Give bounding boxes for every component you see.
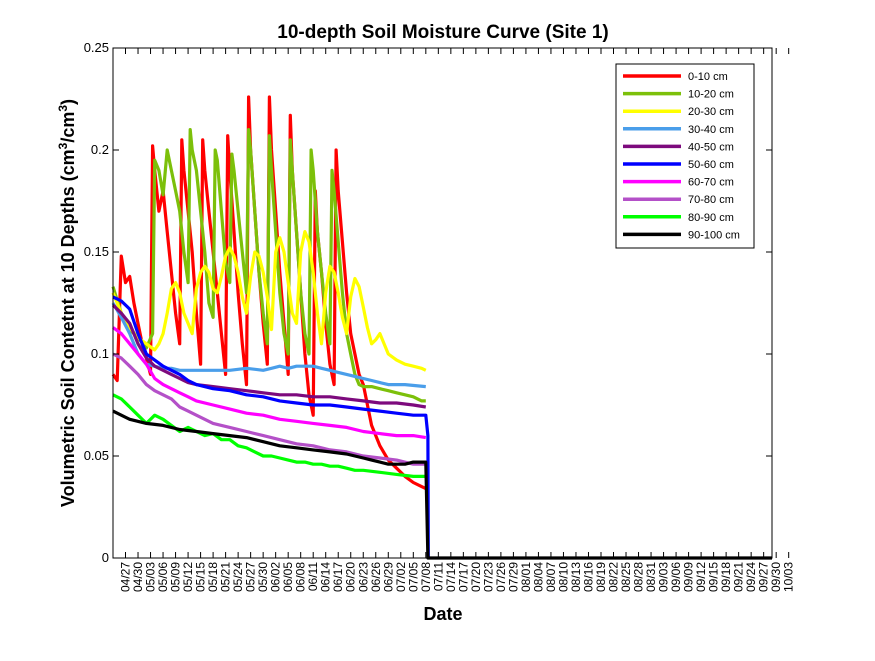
series-line-3 xyxy=(111,230,427,372)
x-tick-label-29: 07/23 xyxy=(481,562,495,592)
y-axis-label: Volumetric Soil Contetnt at 10 Depths (c… xyxy=(56,99,78,507)
x-tick-label-2: 05/03 xyxy=(144,562,158,592)
x-tick-label-51: 09/27 xyxy=(757,562,771,592)
series-line-9 xyxy=(112,393,426,478)
x-tick-label-49: 09/21 xyxy=(732,562,746,592)
x-tick-label-21: 06/29 xyxy=(381,562,395,592)
x-tick-label-37: 08/16 xyxy=(582,562,596,592)
x-tick-label-14: 06/08 xyxy=(294,562,308,592)
x-tick-label-48: 09/18 xyxy=(719,562,733,592)
x-tick-label-40: 08/25 xyxy=(619,562,633,592)
x-tick-label-36: 08/13 xyxy=(569,562,583,592)
x-tick-label-10: 05/27 xyxy=(244,562,258,592)
x-tick-label-52: 09/30 xyxy=(769,562,783,592)
x-tick-label-4: 05/09 xyxy=(169,562,183,592)
legend-label-10: 90-100 cm xyxy=(688,229,740,241)
series-layer xyxy=(111,95,772,560)
x-tick-label-3: 05/06 xyxy=(156,562,170,592)
x-tick-label-34: 08/07 xyxy=(544,562,558,592)
x-tick-label-11: 05/30 xyxy=(256,562,270,592)
y-axis-label-main: Volumetric Soil Contetnt at 10 Depths (c… xyxy=(58,149,78,507)
legend-label-1: 0-10 cm xyxy=(688,71,728,83)
x-tick-label-5: 05/12 xyxy=(181,562,195,592)
x-tick-label-39: 08/22 xyxy=(607,562,621,592)
x-tick-label-43: 09/03 xyxy=(657,562,671,592)
x-tick-label-0: 04/27 xyxy=(119,562,133,592)
x-tick-label-24: 07/08 xyxy=(419,562,433,592)
plot-frame xyxy=(112,47,773,559)
x-axis-label: Date xyxy=(423,604,462,624)
y-tick-label-4: 0.2 xyxy=(91,142,109,157)
x-tick-label-46: 09/12 xyxy=(694,562,708,592)
y-tick-label-3: 0.15 xyxy=(84,244,109,259)
legend: 0-10 cm 10-20 cm 20-30 cm 30-40 cm 40-50 cm 5… xyxy=(615,63,755,249)
series-line-7 xyxy=(112,326,427,440)
series-line-5 xyxy=(111,303,427,409)
y-axis-label-end: ) xyxy=(58,99,78,105)
y-axis: 0 0.05 0.1 0.15 0.2 0.25 xyxy=(84,40,772,565)
x-tick-label-53: 10/03 xyxy=(782,562,796,592)
y-axis-label-mid: /cm xyxy=(58,112,78,143)
x-tick-label-31: 07/29 xyxy=(506,562,520,592)
y-tick-label-5: 0.25 xyxy=(84,40,109,55)
y-axis-label-sup2: 3 xyxy=(56,105,70,112)
x-tick-label-9: 05/24 xyxy=(231,562,245,592)
legend-label-4: 30-40 cm xyxy=(688,124,734,136)
legend-label-9: 80-90 cm xyxy=(688,212,734,224)
x-tick-label-35: 08/10 xyxy=(557,562,571,592)
x-tick-label-19: 06/23 xyxy=(356,562,370,592)
x-tick-label-33: 08/04 xyxy=(531,562,545,592)
x-tick-label-45: 09/09 xyxy=(682,562,696,592)
series-line-8 xyxy=(112,352,426,466)
legend-label-6: 50-60 cm xyxy=(688,159,734,171)
legend-label-3: 20-30 cm xyxy=(688,106,734,118)
x-tick-label-13: 06/05 xyxy=(281,562,295,592)
legend-label-8: 70-80 cm xyxy=(688,194,734,206)
series-line-6 xyxy=(112,295,430,559)
x-axis: 04/2704/3005/0305/0605/0905/1205/1505/18… xyxy=(119,48,796,592)
x-tick-label-25: 07/11 xyxy=(431,562,445,591)
x-tick-label-42: 08/31 xyxy=(644,562,658,592)
y-tick-label-1: 0.05 xyxy=(84,448,109,463)
x-tick-label-22: 07/02 xyxy=(394,562,408,592)
x-tick-label-6: 05/15 xyxy=(194,562,208,592)
x-tick-label-26: 07/14 xyxy=(444,562,458,592)
x-tick-label-15: 06/11 xyxy=(306,562,320,591)
x-tick-label-28: 07/20 xyxy=(469,562,483,592)
y-axis-label-sup1: 3 xyxy=(56,142,70,149)
x-tick-label-41: 08/28 xyxy=(632,562,646,592)
x-tick-label-32: 08/01 xyxy=(519,562,533,592)
legend-label-7: 60-70 cm xyxy=(688,177,734,189)
x-tick-label-1: 04/30 xyxy=(131,562,145,592)
x-tick-label-38: 08/19 xyxy=(594,562,608,592)
x-tick-label-20: 06/26 xyxy=(369,562,383,592)
y-tick-label-2: 0.1 xyxy=(91,346,109,361)
legend-label-5: 40-50 cm xyxy=(688,141,734,153)
y-tick-label-0: 0 xyxy=(102,550,109,565)
legend-label-2: 10-20 cm xyxy=(688,89,734,101)
x-tick-label-44: 09/06 xyxy=(669,562,683,592)
x-tick-label-8: 05/21 xyxy=(219,562,233,592)
x-tick-label-7: 05/18 xyxy=(206,562,220,592)
chart-title: 10-depth Soil Moisture Curve (Site 1) xyxy=(277,22,609,43)
x-tick-label-17: 06/17 xyxy=(331,562,345,592)
x-tick-label-27: 07/17 xyxy=(456,562,470,592)
x-tick-label-47: 09/15 xyxy=(707,562,721,592)
x-tick-label-30: 07/26 xyxy=(494,562,508,592)
x-tick-label-18: 06/20 xyxy=(344,562,358,592)
x-tick-label-23: 07/05 xyxy=(406,562,420,592)
x-tick-label-16: 06/14 xyxy=(319,562,333,592)
x-tick-label-50: 09/24 xyxy=(744,562,758,592)
series-line-10 xyxy=(112,409,772,560)
x-tick-label-12: 06/02 xyxy=(269,562,283,592)
